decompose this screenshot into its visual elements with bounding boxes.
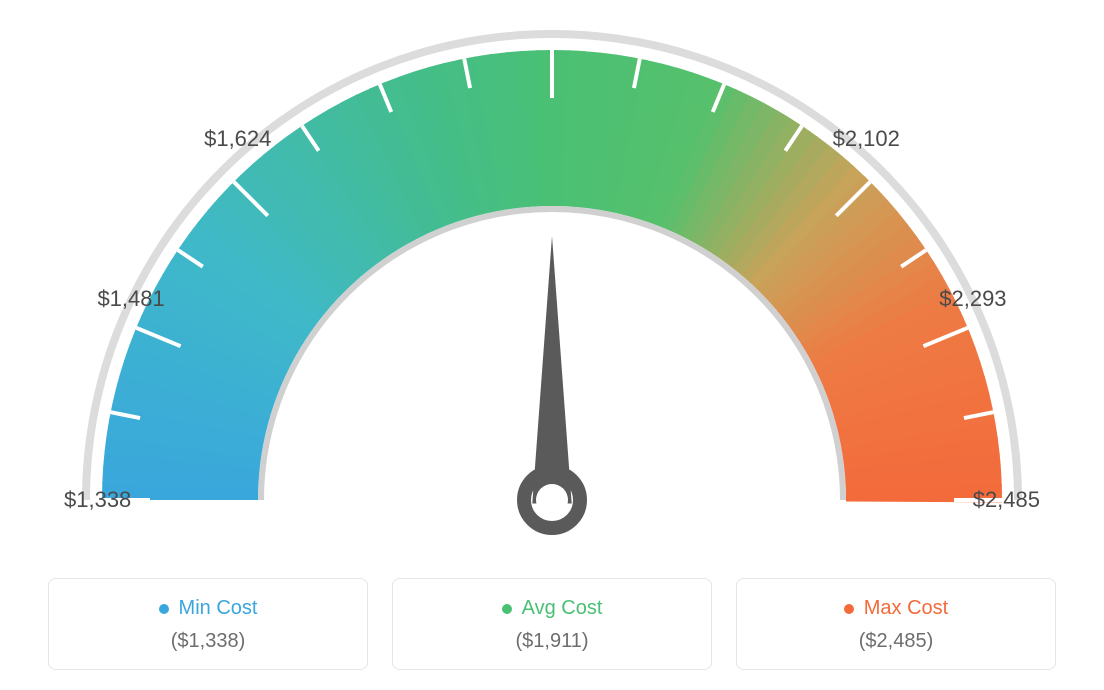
legend-value-min: ($1,338) xyxy=(49,630,367,653)
dot-icon xyxy=(844,604,854,614)
tick-label: $1,624 xyxy=(204,126,271,152)
gauge-area: $1,338 $1,481 $1,624 $1,911 $2,102 $2,293 $2,4… xyxy=(0,0,1104,560)
gauge-svg xyxy=(0,0,1104,560)
gauge-chart-container: $1,338 $1,481 $1,624 $1,911 $2,102 $2,293 $2,4… xyxy=(0,0,1104,690)
tick-label: $1,911 xyxy=(519,0,585,2)
legend-title-avg: Avg Cost xyxy=(502,597,603,620)
tick-label: $2,485 xyxy=(973,487,1040,513)
legend-title-min: Min Cost xyxy=(159,597,258,620)
legend-value-max: ($2,485) xyxy=(737,630,1055,653)
legend-card-max: Max Cost ($2,485) xyxy=(736,578,1056,670)
tick-label: $2,102 xyxy=(833,126,900,152)
legend-title-text: Avg Cost xyxy=(522,597,603,620)
legend-title-text: Min Cost xyxy=(179,597,258,620)
tick-label: $1,481 xyxy=(97,286,164,312)
tick-label: $1,338 xyxy=(64,487,131,513)
tick-label: $2,293 xyxy=(939,286,1006,312)
legend-value-avg: ($1,911) xyxy=(393,630,711,653)
legend-row: Min Cost ($1,338) Avg Cost ($1,911) Max … xyxy=(0,578,1104,670)
legend-card-min: Min Cost ($1,338) xyxy=(48,578,368,670)
dot-icon xyxy=(502,604,512,614)
legend-title-text: Max Cost xyxy=(864,597,948,620)
legend-title-max: Max Cost xyxy=(844,597,948,620)
dot-icon xyxy=(159,604,169,614)
legend-card-avg: Avg Cost ($1,911) xyxy=(392,578,712,670)
